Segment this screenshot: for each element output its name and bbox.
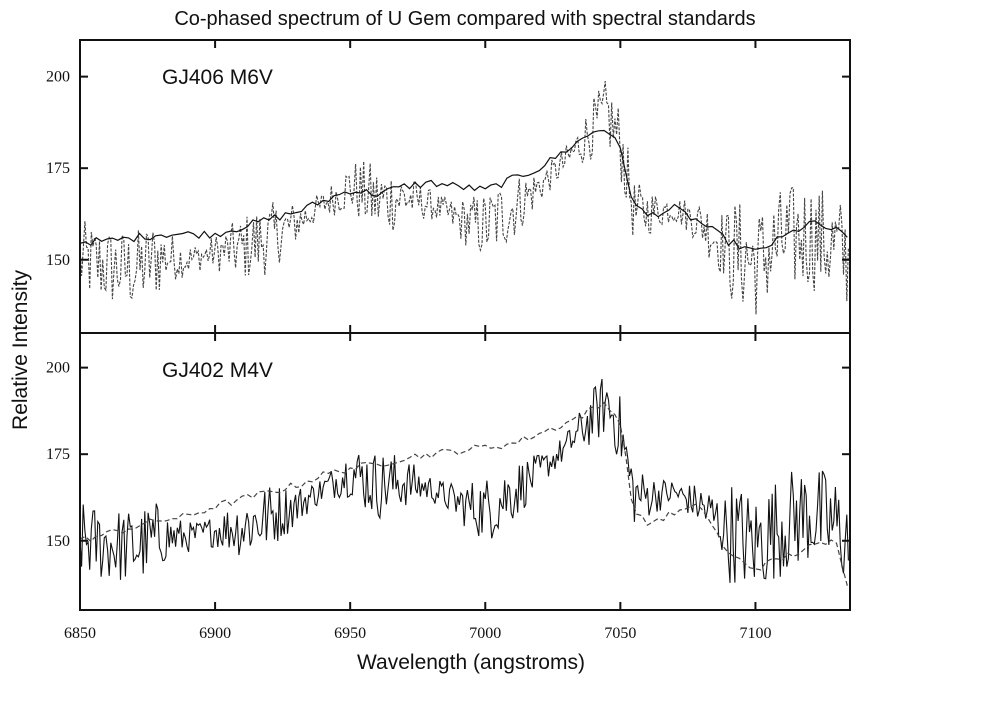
x-ticks-group: 6850 6900 6950 7000 7050 7100 [64, 625, 771, 642]
panel-label: GJ402 M4V [162, 359, 273, 382]
y-tick-label: 150 [46, 533, 70, 550]
series-2-1 [80, 378, 849, 583]
y-tick-label: 150 [46, 252, 70, 269]
plot-area [80, 378, 849, 586]
x-tick-label: 6850 [64, 625, 96, 642]
series-2-2 [80, 401, 848, 586]
y-tick-label: 175 [46, 160, 70, 177]
panel-2: 150 175 200 GJ402 M4V [46, 332, 851, 611]
y-tick-label: 175 [46, 446, 70, 463]
series-1-1 [80, 81, 849, 315]
panel-label: GJ406 M6V [162, 66, 273, 89]
panel-1: 150 175 200 GJ406 M6V [46, 39, 851, 334]
y-tick-label: 200 [46, 69, 70, 86]
panel-frame [79, 332, 851, 611]
y-tick-label: 200 [46, 360, 70, 377]
x-tick-label: 7100 [739, 625, 771, 642]
x-tick-label: 7050 [604, 625, 636, 642]
y-axis-label: Relative Intensity [9, 270, 32, 430]
chart-title: Co-phased spectrum of U Gem compared wit… [174, 8, 755, 30]
x-axis-label: Wavelength (angstroms) [357, 651, 585, 674]
x-tick-label: 6950 [334, 625, 366, 642]
x-tick-label: 7000 [469, 625, 501, 642]
plot-area [80, 81, 849, 315]
x-tick-label: 6900 [199, 625, 231, 642]
panels-group: 150 175 200 GJ406 M6V 150 175 200 GJ402 M4V [46, 39, 851, 611]
series-1-2 [80, 129, 848, 250]
